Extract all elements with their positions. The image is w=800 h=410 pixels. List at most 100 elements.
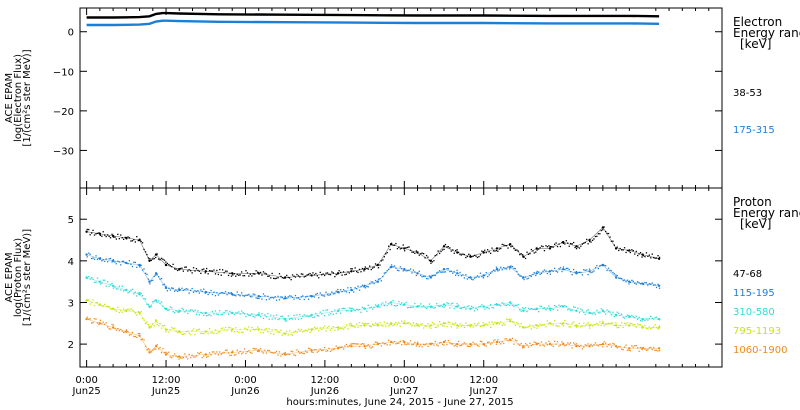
data-point [457, 340, 460, 343]
data-point [488, 274, 490, 276]
data-point [223, 272, 225, 274]
data-point [516, 304, 518, 306]
data-point [405, 343, 407, 346]
data-point [427, 323, 429, 325]
data-point [348, 344, 350, 347]
data-point [294, 294, 297, 297]
data-point [575, 248, 578, 250]
legend-item: 175-315 [733, 125, 775, 136]
data-point [324, 314, 326, 317]
data-point [249, 295, 251, 298]
series-trace [86, 277, 660, 320]
data-point [618, 277, 620, 279]
data-point [460, 344, 463, 346]
data-point [319, 311, 321, 313]
plot-frame [79, 7, 723, 189]
data-point [631, 249, 633, 251]
data-point [203, 288, 205, 290]
data-point [456, 345, 458, 348]
data-point [469, 345, 471, 347]
data-point [160, 327, 163, 329]
data-point [175, 289, 177, 291]
data-point [118, 261, 120, 263]
data-point [111, 284, 115, 287]
data-point [549, 273, 551, 275]
data-point [577, 307, 579, 309]
data-point [206, 356, 208, 358]
data-point [543, 324, 546, 326]
data-point [310, 295, 313, 298]
data-point [625, 315, 627, 318]
data-point [535, 307, 538, 310]
data-point [421, 346, 423, 348]
data-point [495, 322, 499, 325]
data-point [259, 331, 262, 334]
data-point [204, 353, 207, 356]
data-point [98, 322, 102, 325]
data-point [190, 309, 192, 311]
data-point [372, 323, 374, 325]
data-point [316, 292, 318, 295]
data-point [456, 251, 459, 254]
data-point [596, 322, 598, 325]
data-point [644, 281, 646, 284]
data-point [565, 305, 567, 308]
data-point [516, 249, 518, 251]
data-point [653, 284, 655, 286]
data-point [562, 266, 565, 268]
data-point [436, 254, 438, 256]
data-point [495, 303, 499, 306]
data-point [166, 329, 168, 331]
data-point [635, 315, 637, 317]
data-point [414, 252, 416, 254]
data-point [211, 310, 214, 313]
data-point [423, 343, 425, 346]
x-tick-date: Jun26 [230, 386, 259, 397]
data-point [634, 282, 636, 284]
data-point [456, 305, 459, 308]
data-point [546, 344, 548, 346]
data-point [440, 250, 442, 253]
y-axis-title-line: ACE EPAM [4, 73, 15, 123]
data-point [114, 286, 116, 288]
data-point [363, 345, 366, 348]
data-point [235, 354, 237, 356]
data-point [98, 303, 102, 306]
data-point [160, 277, 163, 280]
data-point [609, 311, 611, 313]
data-point [395, 267, 397, 269]
data-point [494, 270, 496, 272]
data-point [108, 258, 110, 260]
data-point [162, 305, 164, 307]
data-point [258, 297, 260, 300]
data-point [109, 257, 112, 260]
data-point [654, 316, 656, 319]
data-point [210, 332, 212, 334]
data-point [559, 305, 562, 307]
data-point [401, 320, 403, 322]
data-point [468, 277, 470, 279]
data-point [593, 312, 595, 314]
data-point [93, 234, 96, 236]
data-point [481, 304, 483, 306]
data-point [516, 270, 518, 273]
data-point [412, 343, 415, 345]
data-point [418, 270, 420, 272]
data-point [650, 257, 652, 259]
data-point [554, 267, 556, 269]
data-point [539, 247, 541, 249]
y-tick-label: 3 [68, 298, 74, 309]
data-point [418, 305, 420, 307]
data-point [393, 341, 396, 343]
data-point [374, 341, 377, 343]
data-point [556, 271, 559, 273]
data-point [226, 310, 228, 312]
data-point [591, 345, 594, 347]
data-point [650, 328, 652, 330]
data-point [201, 312, 203, 314]
data-point [251, 296, 253, 298]
data-point [420, 274, 422, 277]
data-point [645, 318, 648, 320]
data-point [128, 291, 131, 293]
data-point [424, 306, 426, 309]
